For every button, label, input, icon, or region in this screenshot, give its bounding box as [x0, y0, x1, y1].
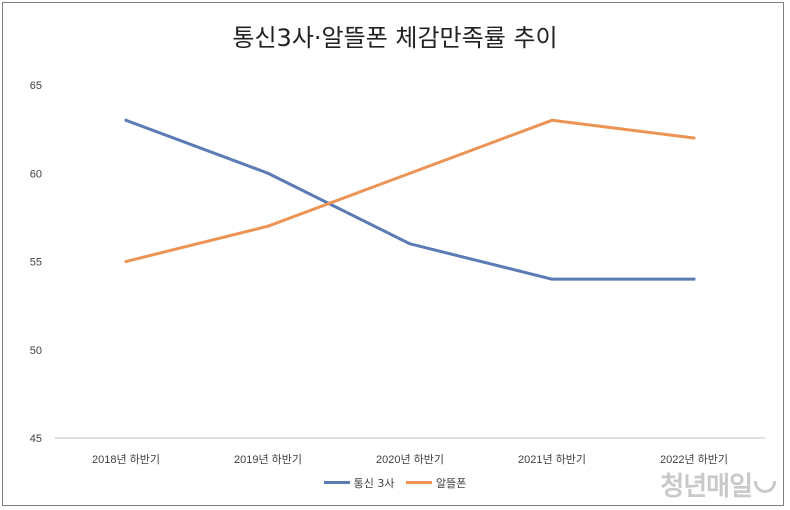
watermark-text: 청년매일 [660, 472, 753, 502]
data-point-series-1 [266, 224, 270, 228]
legend-swatch-series-0 [323, 481, 350, 484]
legend-label-series-0: 통신 3사 [353, 476, 395, 490]
y-tick-labels: 45 50 55 60 65 [30, 80, 42, 445]
y-tick-label: 60 [30, 168, 42, 180]
x-tick-label: 2022년 하반기 [660, 452, 728, 466]
smile-icon [754, 481, 776, 493]
x-tick-label: 2020년 하반기 [376, 452, 444, 466]
data-point-series-0 [124, 118, 128, 122]
chart-frame [2, 2, 784, 506]
x-tick-label: 2018년 하반기 [92, 452, 160, 466]
legend-swatch-series-1 [405, 481, 432, 484]
legend-item-series-1: 알뜰폰 [405, 475, 467, 491]
y-tick-label: 65 [30, 80, 42, 92]
legend: 통신 3사 알뜰폰 [0, 474, 790, 491]
data-point-series-1 [692, 136, 696, 140]
data-point-series-1 [550, 118, 554, 122]
x-tick-label: 2019년 하반기 [234, 452, 302, 466]
data-point-series-0 [408, 242, 412, 246]
chart-title: 통신3사·알뜰폰 체감만족률 추이 [232, 24, 558, 52]
x-tick-labels: 2018년 하반기 2019년 하반기 2020년 하반기 2021년 하반기 2022… [92, 452, 728, 466]
watermark-logo: 청년매일 [660, 466, 776, 503]
y-tick-label: 45 [30, 433, 42, 445]
y-tick-label: 50 [30, 345, 42, 357]
legend-item-series-0: 통신 3사 [323, 475, 395, 491]
series-line-1 [124, 118, 696, 263]
legend-label-series-1: 알뜰폰 [435, 476, 467, 490]
data-point-series-1 [124, 260, 128, 263]
x-tick-label: 2021년 하반기 [518, 452, 586, 466]
data-point-series-0 [266, 171, 270, 175]
data-point-series-0 [550, 277, 554, 281]
y-tick-label: 55 [30, 257, 42, 269]
series-lines [124, 118, 696, 281]
data-point-series-0 [692, 277, 696, 281]
data-point-series-1 [408, 171, 412, 175]
series-line-0 [124, 118, 696, 281]
